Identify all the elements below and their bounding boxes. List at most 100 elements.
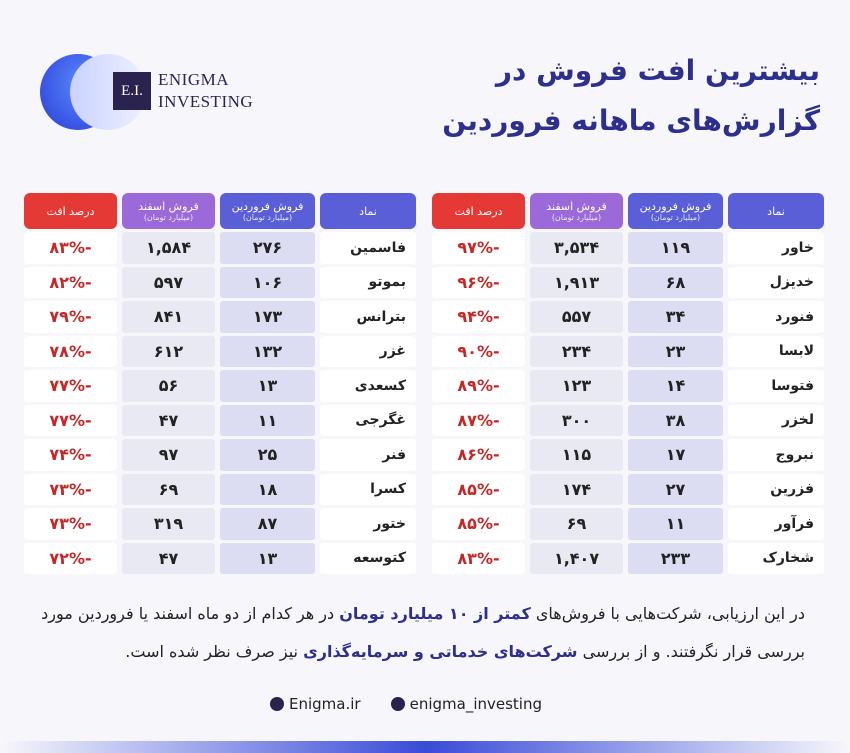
cell: فزرین <box>728 473 824 505</box>
header-title: نماد <box>359 204 377 218</box>
cell: -۸۳% <box>432 542 525 574</box>
cell: -۸۷% <box>432 404 525 436</box>
icon <box>390 697 405 711</box>
cell: ۱۷۴ <box>530 473 623 505</box>
cell: فنورد <box>728 301 824 333</box>
header-cell: فروش اسفند (میلیارد تومان) <box>122 193 215 229</box>
logo-text: INVESTING <box>158 92 254 111</box>
cell: ۲۵ <box>220 439 315 471</box>
cell: ۲۳۴ <box>530 335 623 367</box>
link: enigma_investing <box>390 695 542 713</box>
cell: -۹۰% <box>432 335 525 367</box>
cell: غزر <box>320 335 416 367</box>
note-text: کمتر از ۱۰ میلیارد تومان <box>339 604 531 623</box>
link-text: enigma_investing <box>409 695 542 713</box>
cell: ۶۱۲ <box>122 335 215 367</box>
cell: -۹۴% <box>432 301 525 333</box>
cell: -۷۹% <box>24 301 117 333</box>
cell: بترانس <box>320 301 416 333</box>
cell: ۶۹ <box>122 473 215 505</box>
cell: -۸۹% <box>432 370 525 402</box>
cell: -۸۲% <box>24 266 117 298</box>
cell: -۷۴% <box>24 439 117 471</box>
header-subtitle: (میلیارد تومان) <box>551 213 602 222</box>
title: بیشترین افت فروش در گزارش‌های ماهانه فرو… <box>442 46 820 146</box>
header-title: فروش اسفند <box>546 200 607 213</box>
cell: ۲۳ <box>628 335 723 367</box>
cell: ۲۷ <box>628 473 723 505</box>
cell: ۴۷ <box>122 542 215 574</box>
cell: ۱۱ <box>220 404 315 436</box>
header-subtitle: (میلیارد تومان) <box>242 213 293 222</box>
cell: لابسا <box>728 335 824 367</box>
header-cell: نماد <box>728 193 824 229</box>
cell: نبروج <box>728 439 824 471</box>
logo-text: ENIGMA <box>158 70 229 89</box>
cell: -۷۷% <box>24 404 117 436</box>
title-line: بیشترین افت فروش در <box>495 54 820 87</box>
cell: ۱۲۳ <box>530 370 623 402</box>
header-cell: درصد افت <box>432 193 525 229</box>
cell: -۹۷% <box>432 232 525 264</box>
cell: -۸۳% <box>24 232 117 264</box>
cell: فاسمین <box>320 232 416 264</box>
cell: -۸۵% <box>432 473 525 505</box>
cell: ۳,۵۳۴ <box>530 232 623 264</box>
cell: -۷۸% <box>24 335 117 367</box>
cell: ۸۷ <box>220 508 315 540</box>
cell: -۷۳% <box>24 473 117 505</box>
icon <box>270 697 284 711</box>
link-text: Enigma.ir <box>289 695 361 713</box>
header-title: فروش اسفند <box>138 200 199 213</box>
cell: ۱۰۶ <box>220 266 315 298</box>
note-text: نیز صرف نظر شده است. <box>125 642 304 661</box>
cell: ۱۷۳ <box>220 301 315 333</box>
title-line: گزارش‌های ماهانه فروردین <box>442 104 820 137</box>
cell: ۲۳۳ <box>628 542 723 574</box>
cell: فنر <box>320 439 416 471</box>
header-cell: نماد <box>320 193 416 229</box>
note-text: در این ارزیابی، شرکت‌هایی با فروش‌های <box>530 604 805 623</box>
logo-mark: E.I. <box>113 72 151 110</box>
cell: ۱۳ <box>220 370 315 402</box>
cell: غگرجی <box>320 404 416 436</box>
cell: ۵۵۷ <box>530 301 623 333</box>
cell: ۱,۹۱۳ <box>530 266 623 298</box>
note-text: در هر کدام از دو ماه اسفند یا فروردین مو… <box>41 604 805 661</box>
decor-bar <box>0 741 850 753</box>
cell: ۱۷ <box>628 439 723 471</box>
cell: کسرا <box>320 473 416 505</box>
cell: ۲۷۶ <box>220 232 315 264</box>
cell: -۷۲% <box>24 542 117 574</box>
cell: شخارک <box>728 542 824 574</box>
cell: ۱,۴۰۷ <box>530 542 623 574</box>
logo: E.I. ENIGMA INVESTING <box>40 52 270 132</box>
cell: -۸۶% <box>432 439 525 471</box>
header-cell: فروش فروردین (میلیارد تومان) <box>220 193 315 229</box>
cell: لخزر <box>728 404 824 436</box>
header-title: فروش فروردین <box>231 200 304 213</box>
cell: فتوسا <box>728 370 824 402</box>
cell: ۹۷ <box>122 439 215 471</box>
cell: ۶۸ <box>628 266 723 298</box>
header-title: فروش فروردین <box>639 200 712 213</box>
cell: بموتو <box>320 266 416 298</box>
cell: خدیزل <box>728 266 824 298</box>
cell: کتوسعه <box>320 542 416 574</box>
links: Enigma.ir enigma_investing <box>270 695 542 713</box>
header-title: نماد <box>767 204 785 218</box>
cell: ۸۴۱ <box>122 301 215 333</box>
cell: ۵۶ <box>122 370 215 402</box>
cell: خاور <box>728 232 824 264</box>
cell: ۵۹۷ <box>122 266 215 298</box>
cell: ۱۳۲ <box>220 335 315 367</box>
cell: ۳۸ <box>628 404 723 436</box>
cell: -۷۷% <box>24 370 117 402</box>
header-cell: فروش فروردین (میلیارد تومان) <box>628 193 723 229</box>
cell: ۳۰۰ <box>530 404 623 436</box>
cell: کسعدی <box>320 370 416 402</box>
table: نماد فروش فروردین (میلیارد تومان) فروش اسفن… <box>24 193 416 574</box>
cell: -۸۵% <box>432 508 525 540</box>
cell: ختور <box>320 508 416 540</box>
